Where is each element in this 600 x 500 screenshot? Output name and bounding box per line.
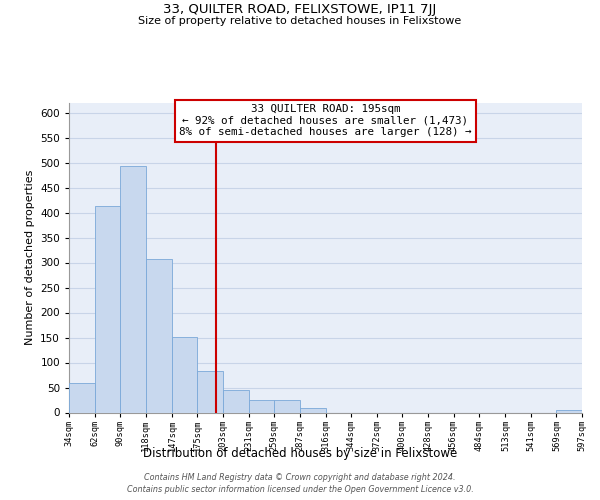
Bar (172, 336, 197, 412)
Bar (556, 410, 582, 412)
Text: Contains HM Land Registry data © Crown copyright and database right 2024.
Contai: Contains HM Land Registry data © Crown c… (127, 472, 473, 494)
Bar (146, 258, 172, 412)
Bar (95, 206, 120, 412)
Text: 33, QUILTER ROAD, FELIXSTOWE, IP11 7JJ: 33, QUILTER ROAD, FELIXSTOWE, IP11 7JJ (163, 2, 437, 16)
Bar (197, 370, 223, 412)
Bar (299, 408, 326, 412)
Text: Distribution of detached houses by size in Felixstowe: Distribution of detached houses by size … (143, 448, 457, 460)
Bar (120, 166, 146, 412)
Bar (248, 400, 274, 412)
Text: 33 QUILTER ROAD: 195sqm
← 92% of detached houses are smaller (1,473)
8% of semi-: 33 QUILTER ROAD: 195sqm ← 92% of detache… (179, 104, 472, 138)
Text: Size of property relative to detached houses in Felixstowe: Size of property relative to detached ho… (139, 16, 461, 26)
Y-axis label: Number of detached properties: Number of detached properties (25, 170, 35, 345)
Bar (274, 400, 299, 412)
Bar (223, 390, 248, 412)
Bar (69, 382, 95, 412)
